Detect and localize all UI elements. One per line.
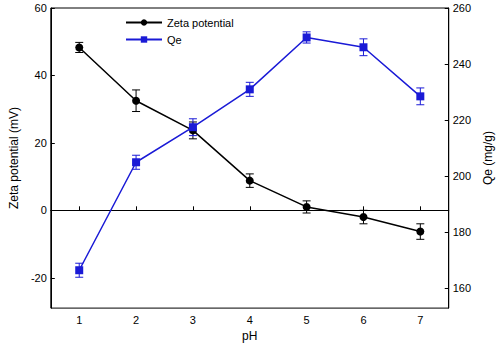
svg-text:240: 240 <box>453 58 471 70</box>
svg-text:Qe (mg/g): Qe (mg/g) <box>481 131 495 185</box>
svg-text:1: 1 <box>76 314 82 326</box>
svg-text:160: 160 <box>453 282 471 294</box>
svg-text:2: 2 <box>133 314 139 326</box>
svg-text:260: 260 <box>453 2 471 14</box>
svg-text:Qe: Qe <box>167 34 182 46</box>
svg-text:pH: pH <box>242 329 257 343</box>
svg-text:60: 60 <box>35 2 47 14</box>
svg-text:200: 200 <box>453 170 471 182</box>
svg-text:20: 20 <box>35 137 47 149</box>
svg-text:0: 0 <box>41 204 47 216</box>
svg-text:4: 4 <box>247 314 253 326</box>
svg-text:Zeta potential (mV): Zeta potential (mV) <box>7 107 21 209</box>
svg-text:7: 7 <box>417 314 423 326</box>
svg-text:3: 3 <box>190 314 196 326</box>
svg-text:-20: -20 <box>31 272 47 284</box>
svg-text:220: 220 <box>453 114 471 126</box>
svg-text:40: 40 <box>35 69 47 81</box>
svg-text:180: 180 <box>453 226 471 238</box>
svg-text:Zeta potential: Zeta potential <box>167 17 234 29</box>
svg-text:6: 6 <box>360 314 366 326</box>
svg-text:5: 5 <box>304 314 310 326</box>
